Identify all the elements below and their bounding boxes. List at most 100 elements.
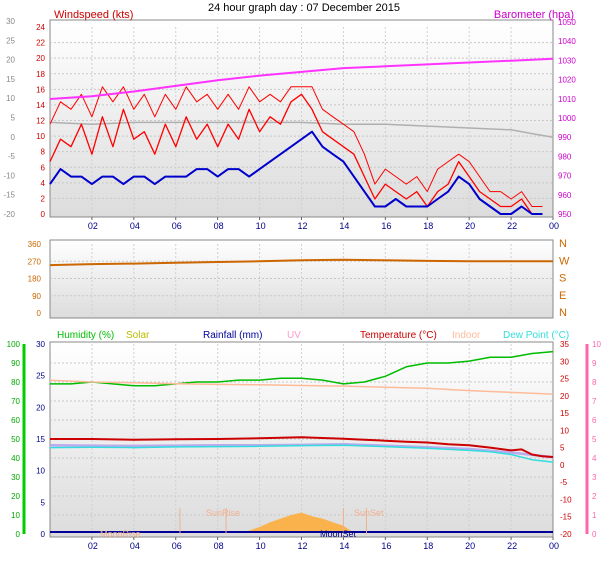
y-tick-label: 5 [560,444,565,453]
y-tick-label: 15 [6,75,15,84]
wind-axes: 242220181614121086420302520151050-5-10-1… [3,17,576,231]
y-tick-label: S [559,273,566,285]
x-tick-label: 00 [549,541,559,551]
temperature-line [50,436,554,458]
x-tick-label: 08 [214,541,224,551]
y-tick-label: 0 [11,133,16,142]
annotation-label: SunRise [206,508,240,518]
y-tick-label: 2 [41,194,46,203]
y-tick-label: 5 [11,114,16,123]
y-tick-label: 8 [592,378,597,387]
y-tick-label: 60 [11,416,20,425]
y-tick-label: -5 [560,478,568,487]
temp-legend: Humidity (%) Solar Rainfall (mm) UV Temperat… [57,330,569,341]
x-tick-label: 16 [381,541,391,551]
wind-left-label: Windspeed (kts) [54,9,133,21]
y-tick-label: 40 [11,454,20,463]
legend-item: Indoor [452,330,481,341]
x-tick-label: 12 [298,541,308,551]
wind-grid [50,27,553,214]
wind-direction-line [49,258,553,267]
y-tick-label: 18 [36,70,45,79]
y-tick-label: W [559,255,570,267]
y-tick-label: 270 [28,257,42,266]
x-tick-label: 06 [172,541,182,551]
y-tick-label: 5 [41,498,46,507]
legend-item: Rainfall (mm) [203,330,262,341]
y-tick-label: 100 [7,340,21,349]
y-tick-label: 50 [11,435,20,444]
y-tick-label: -15 [560,513,572,522]
x-tick-label: 16 [381,221,391,231]
dewpoint-line [49,444,554,463]
y-tick-label: 960 [558,191,572,200]
y-tick-label: 0 [560,461,565,470]
y-tick-label: N [559,307,567,319]
temp-series [49,350,554,533]
y-tick-label: 15 [36,435,45,444]
x-tick-label: 10 [256,541,266,551]
y-tick-label: -10 [560,495,572,504]
y-tick-label: 25 [560,375,569,384]
y-tick-label: 20 [36,54,45,63]
y-tick-label: 3 [592,473,597,482]
y-tick-label: 30 [560,357,569,366]
x-tick-label: 20 [465,221,475,231]
y-tick-label: 20 [560,392,569,401]
baro-grey-line [49,121,554,139]
y-tick-label: 1010 [558,95,576,104]
annotation-label: MoonSet [320,529,357,539]
avg-wind-line [49,130,543,215]
y-tick-label: 2 [592,492,597,501]
x-tick-label: 02 [88,221,98,231]
y-tick-label: 30 [6,17,15,26]
y-tick-label: 20 [36,403,45,412]
y-tick-label: 1050 [558,18,576,27]
x-tick-label: 14 [339,541,349,551]
y-tick-label: 1000 [558,114,576,123]
y-tick-label: 1020 [558,76,576,85]
legend-item: Solar [126,330,150,341]
y-tick-label: 16 [36,85,45,94]
y-tick-label: 0 [592,530,597,539]
indoor-line [49,379,554,395]
solar-area [238,512,354,533]
y-tick-label: -10 [3,171,15,180]
y-tick-label: 180 [28,275,42,284]
y-tick-label: 0 [37,309,42,318]
y-tick-label: 24 [36,23,45,32]
y-tick-label: 990 [558,133,572,142]
barometer-line [49,57,554,100]
x-tick-label: 10 [256,221,266,231]
humidity-line [50,350,554,387]
x-tick-label: 06 [172,221,182,231]
y-tick-label: 1 [592,511,597,520]
x-tick-label: 18 [423,221,433,231]
y-tick-label: 8 [41,148,46,157]
y-tick-label: 980 [558,152,572,161]
y-tick-label: 6 [41,163,46,172]
y-tick-label: 970 [558,172,572,181]
direction-grid [50,244,553,313]
y-tick-label: N [559,238,567,250]
x-tick-label: 08 [214,221,224,231]
x-tick-label: 00 [549,221,559,231]
wind-series [49,57,554,215]
y-tick-label: 20 [11,492,20,501]
y-tick-label: 15 [560,409,569,418]
y-tick-label: 10 [11,511,20,520]
legend-item: Dew Point (°C) [503,330,569,341]
y-tick-label: 22 [36,39,45,48]
y-tick-label: 0 [41,530,46,539]
y-tick-label: 950 [558,210,572,219]
baro-right-label: Barometer (hpa) [494,9,574,21]
gust-line [49,86,543,207]
x-tick-label: 18 [423,541,433,551]
y-tick-label: 6 [592,416,597,425]
windspeed-line [49,93,543,215]
x-tick-label: 22 [507,541,517,551]
y-tick-label: 5 [592,435,597,444]
annotation-label: MoonRise [100,529,141,539]
